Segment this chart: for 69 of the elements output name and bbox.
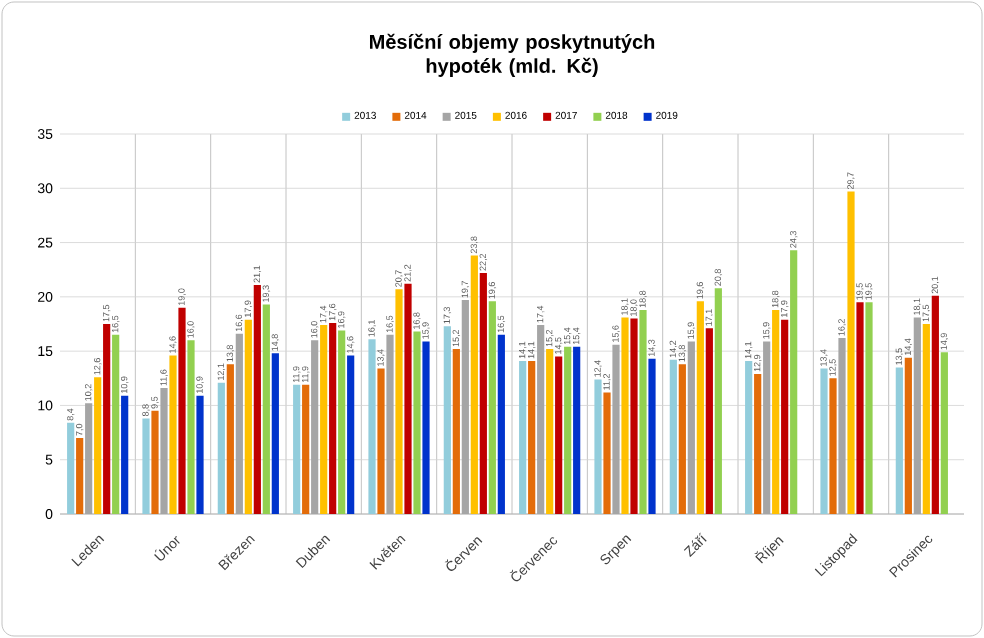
bar bbox=[856, 302, 864, 514]
bar bbox=[922, 324, 930, 514]
bar bbox=[271, 353, 279, 514]
bar bbox=[639, 309, 647, 514]
bar bbox=[196, 395, 204, 514]
bar bbox=[555, 356, 563, 514]
bar bbox=[338, 330, 346, 514]
bar bbox=[820, 368, 828, 514]
bar bbox=[714, 288, 722, 514]
bar bbox=[368, 339, 376, 514]
chart-title: Měsíční objemy poskytnutých hypoték (mld. Kč) bbox=[369, 33, 655, 77]
bar bbox=[865, 302, 873, 514]
bar bbox=[244, 319, 252, 514]
bar bbox=[347, 355, 355, 514]
bar bbox=[178, 307, 186, 514]
bar bbox=[621, 317, 629, 514]
bar bbox=[413, 331, 421, 514]
bar bbox=[678, 364, 686, 514]
bar bbox=[226, 364, 234, 514]
bar bbox=[745, 360, 753, 514]
bar bbox=[253, 284, 261, 514]
bar bbox=[121, 395, 129, 514]
bar bbox=[603, 392, 611, 514]
bar bbox=[630, 318, 638, 514]
bar bbox=[829, 378, 837, 514]
bar bbox=[76, 438, 84, 514]
bar bbox=[329, 322, 337, 514]
bar bbox=[479, 272, 487, 514]
bar bbox=[790, 250, 798, 514]
bar bbox=[497, 334, 505, 514]
bar bbox=[169, 355, 177, 514]
bar bbox=[573, 346, 581, 514]
bar bbox=[564, 346, 572, 514]
bar bbox=[94, 377, 102, 514]
bar bbox=[696, 301, 704, 514]
bar bbox=[187, 340, 195, 514]
bar bbox=[320, 325, 328, 514]
bar bbox=[217, 382, 225, 514]
bar bbox=[488, 301, 496, 514]
bar bbox=[302, 384, 310, 514]
bar bbox=[940, 352, 948, 514]
bar bbox=[847, 191, 855, 514]
bar bbox=[395, 289, 403, 514]
bar bbox=[931, 295, 939, 514]
bar bbox=[705, 328, 713, 514]
bar bbox=[422, 341, 430, 514]
bar bbox=[67, 422, 75, 514]
bar bbox=[293, 384, 301, 514]
bar bbox=[377, 368, 385, 514]
bar bbox=[895, 367, 903, 514]
bar bbox=[443, 326, 451, 514]
bar bbox=[404, 283, 412, 514]
bar bbox=[452, 348, 460, 514]
bar bbox=[262, 304, 270, 514]
bar bbox=[648, 358, 656, 514]
bar bbox=[904, 357, 912, 514]
bar bbox=[669, 359, 677, 514]
bar bbox=[528, 360, 536, 514]
bar bbox=[781, 319, 789, 514]
bar bbox=[519, 360, 527, 514]
bar bbox=[772, 309, 780, 514]
bar bbox=[112, 334, 120, 514]
bar bbox=[594, 379, 602, 514]
bar bbox=[151, 410, 159, 514]
bar bbox=[754, 373, 762, 514]
bar bbox=[142, 418, 150, 514]
bar bbox=[103, 324, 111, 514]
bar bbox=[470, 255, 478, 514]
bar bbox=[546, 348, 554, 514]
